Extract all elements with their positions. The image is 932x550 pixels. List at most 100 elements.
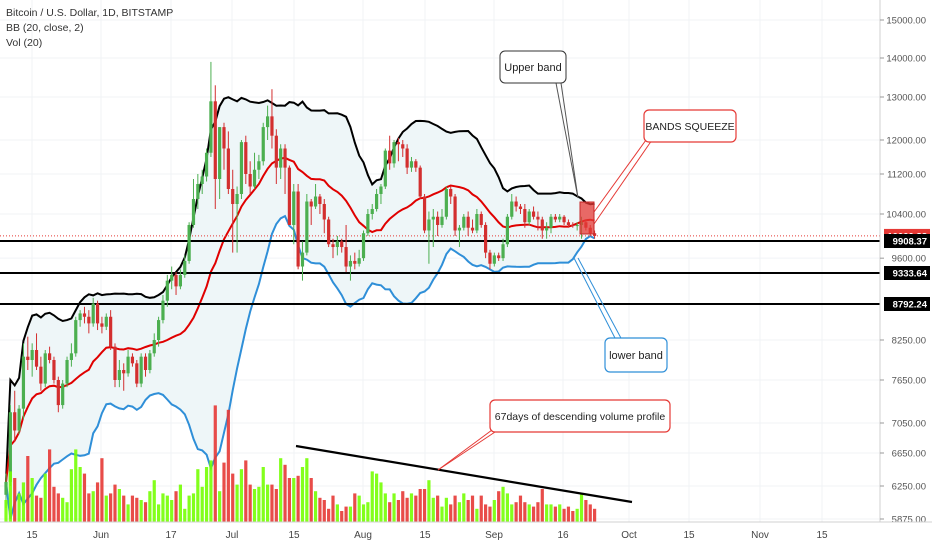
bands-squeeze-callout-text: BANDS SQUEEZE bbox=[645, 121, 734, 133]
volume-bar bbox=[191, 493, 196, 522]
candle bbox=[183, 255, 187, 278]
price-tick-label: 7650.00 bbox=[892, 376, 926, 387]
candle bbox=[361, 230, 366, 261]
candle-body bbox=[536, 216, 540, 220]
candle bbox=[117, 360, 121, 388]
price-tick-label: 8250.00 bbox=[892, 336, 926, 347]
candle bbox=[135, 360, 139, 388]
bands-squeeze-callout bbox=[643, 109, 737, 143]
candle bbox=[130, 353, 135, 367]
price-tick-label: 15000.00 bbox=[886, 16, 926, 27]
volume-bar bbox=[82, 473, 87, 522]
volume-bar bbox=[69, 469, 73, 522]
candle bbox=[427, 211, 431, 264]
candle bbox=[340, 238, 344, 253]
candle-body bbox=[152, 340, 156, 354]
candle bbox=[540, 216, 544, 239]
volume-bar bbox=[366, 502, 370, 522]
candle-body bbox=[266, 116, 270, 128]
price-axis[interactable]: 15000.00 14000.00 13000.00 12000.00 11200.00… bbox=[880, 16, 926, 526]
volume-bar bbox=[56, 493, 60, 522]
squeeze-highlight bbox=[579, 201, 595, 235]
candle-body bbox=[344, 247, 348, 267]
lower-band-callout-text: lower band bbox=[609, 350, 663, 362]
volume-bar bbox=[196, 469, 200, 522]
candle bbox=[505, 214, 509, 248]
volume-bar bbox=[305, 458, 309, 522]
candle-body bbox=[501, 244, 505, 259]
volume-bar bbox=[209, 460, 213, 522]
volume-bar bbox=[113, 484, 117, 522]
time-tick-label: 16 bbox=[557, 530, 569, 541]
volume-bar bbox=[152, 480, 156, 522]
volume-bar bbox=[270, 484, 274, 522]
volume-bar bbox=[353, 493, 357, 522]
candle-body bbox=[449, 189, 453, 197]
volume-profile-callout bbox=[489, 399, 671, 433]
price-tick-label: 7050.00 bbox=[892, 419, 926, 430]
candle bbox=[322, 199, 326, 234]
candle bbox=[462, 214, 466, 231]
volume-bar bbox=[283, 464, 287, 522]
volume-bar bbox=[178, 484, 182, 522]
time-tick-label: 15 bbox=[419, 530, 431, 541]
candle-body bbox=[370, 209, 374, 214]
volume-bar bbox=[571, 511, 575, 522]
candle-body bbox=[549, 216, 553, 228]
volume-bar bbox=[427, 480, 431, 522]
horizontal-levels bbox=[0, 235, 880, 305]
candle-body bbox=[545, 227, 549, 231]
candle-body bbox=[518, 206, 523, 209]
time-tick-label: 15 bbox=[26, 530, 38, 541]
time-tick-label: Jun bbox=[93, 530, 109, 541]
candle-body bbox=[157, 320, 161, 340]
volume-bar bbox=[300, 467, 305, 522]
upper-band-pointer bbox=[555, 82, 579, 199]
candle bbox=[575, 222, 579, 231]
volume-bar bbox=[579, 493, 584, 522]
candle bbox=[252, 152, 257, 189]
candle bbox=[593, 230, 597, 239]
time-axis[interactable]: 15 Jun 17 Jul 15 Aug 15 Sep 16 Oct 15 Nov 15 bbox=[26, 530, 828, 541]
candle bbox=[497, 252, 501, 261]
candle-body bbox=[318, 196, 322, 204]
candle-body bbox=[379, 186, 383, 194]
volume-indicator-label[interactable]: Vol (20) bbox=[6, 37, 43, 49]
candle bbox=[200, 169, 204, 194]
time-tick-label: Jul bbox=[226, 530, 239, 541]
volume-profile-callout-text: 67days of descending volume profile bbox=[495, 411, 666, 423]
candle-body bbox=[270, 116, 274, 136]
candle bbox=[279, 144, 283, 179]
candlestick-series bbox=[4, 61, 597, 508]
candle-body bbox=[375, 194, 379, 209]
candle-body bbox=[418, 167, 422, 197]
candle-body bbox=[466, 216, 470, 228]
volume-bar bbox=[222, 462, 226, 522]
volume-bar bbox=[388, 502, 392, 522]
volume-bar bbox=[331, 495, 335, 522]
volume-bar bbox=[231, 473, 235, 522]
symbol-title[interactable]: Bitcoin / U.S. Dollar, 1D, BITSTAMP bbox=[6, 7, 174, 19]
candle-body bbox=[148, 353, 152, 370]
candle-body bbox=[453, 196, 457, 231]
candle-body bbox=[161, 300, 165, 321]
candle bbox=[313, 184, 318, 209]
volume-bar bbox=[497, 491, 501, 522]
candle bbox=[318, 194, 322, 214]
candle bbox=[401, 140, 405, 157]
candle bbox=[470, 219, 475, 234]
candle-body bbox=[200, 176, 204, 184]
candle-body bbox=[91, 303, 95, 324]
bb-indicator-label[interactable]: BB (20, close, 2) bbox=[6, 22, 84, 34]
time-tick-label: Sep bbox=[485, 530, 503, 541]
candle bbox=[43, 350, 47, 388]
candle bbox=[283, 144, 287, 194]
candle bbox=[257, 154, 261, 179]
volume-bar bbox=[322, 500, 326, 522]
lower-band-callout bbox=[604, 337, 668, 373]
volume-bar bbox=[4, 500, 8, 522]
candle bbox=[261, 122, 265, 166]
candle-body bbox=[431, 216, 435, 220]
candle bbox=[87, 310, 91, 334]
